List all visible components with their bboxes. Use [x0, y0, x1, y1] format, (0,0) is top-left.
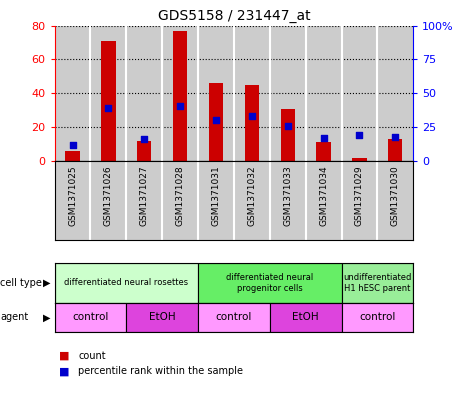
Bar — [342, 26, 378, 161]
Bar — [55, 263, 198, 303]
Text: GSM1371025: GSM1371025 — [68, 165, 77, 226]
Bar — [352, 158, 367, 161]
Point — [212, 117, 220, 123]
Text: EtOH: EtOH — [149, 312, 176, 322]
Text: GSM1371028: GSM1371028 — [176, 165, 185, 226]
Text: differentiated neural
progenitor cells: differentiated neural progenitor cells — [226, 273, 314, 293]
Text: undifferentiated
H1 hESC parent: undifferentiated H1 hESC parent — [343, 273, 411, 293]
Point — [391, 134, 399, 140]
Bar — [137, 141, 152, 161]
Point — [284, 123, 292, 129]
Text: differentiated neural rosettes: differentiated neural rosettes — [64, 279, 189, 287]
Text: EtOH: EtOH — [292, 312, 319, 322]
Bar — [377, 26, 413, 161]
Bar — [101, 41, 115, 161]
Text: GSM1371032: GSM1371032 — [247, 165, 257, 226]
Bar — [173, 31, 187, 161]
Text: percentile rank within the sample: percentile rank within the sample — [78, 366, 243, 376]
Text: control: control — [359, 312, 396, 322]
Point — [141, 136, 148, 143]
Point — [356, 132, 363, 138]
Bar — [55, 26, 90, 161]
Text: GSM1371026: GSM1371026 — [104, 165, 113, 226]
Text: GSM1371029: GSM1371029 — [355, 165, 364, 226]
Text: GSM1371030: GSM1371030 — [391, 165, 400, 226]
Bar — [66, 151, 80, 161]
Bar — [126, 26, 162, 161]
Point — [248, 113, 256, 119]
Text: cell type: cell type — [0, 278, 42, 288]
Bar — [281, 108, 295, 161]
Point — [320, 135, 327, 141]
Text: ■: ■ — [59, 366, 70, 376]
Bar — [126, 303, 198, 332]
Text: GSM1371031: GSM1371031 — [211, 165, 220, 226]
Bar — [162, 26, 198, 161]
Text: count: count — [78, 351, 106, 361]
Point — [176, 103, 184, 109]
Bar — [342, 263, 413, 303]
Bar — [270, 26, 306, 161]
Text: GSM1371034: GSM1371034 — [319, 165, 328, 226]
Point — [104, 105, 112, 111]
Text: agent: agent — [0, 312, 28, 322]
Text: GSM1371027: GSM1371027 — [140, 165, 149, 226]
Bar — [306, 26, 342, 161]
Bar — [209, 83, 223, 161]
Bar — [388, 139, 402, 161]
Bar — [245, 85, 259, 161]
Text: control: control — [72, 312, 109, 322]
Point — [69, 142, 76, 148]
Bar — [90, 26, 126, 161]
Bar — [198, 303, 270, 332]
Text: ▶: ▶ — [43, 312, 50, 322]
Text: control: control — [216, 312, 252, 322]
Title: GDS5158 / 231447_at: GDS5158 / 231447_at — [158, 9, 310, 23]
Bar — [316, 143, 331, 161]
Text: ▶: ▶ — [43, 278, 50, 288]
Bar — [270, 303, 342, 332]
Text: GSM1371033: GSM1371033 — [283, 165, 292, 226]
Bar — [342, 303, 413, 332]
Bar — [55, 303, 126, 332]
Bar — [234, 26, 270, 161]
Text: ■: ■ — [59, 351, 70, 361]
Bar — [198, 263, 342, 303]
Bar — [198, 26, 234, 161]
